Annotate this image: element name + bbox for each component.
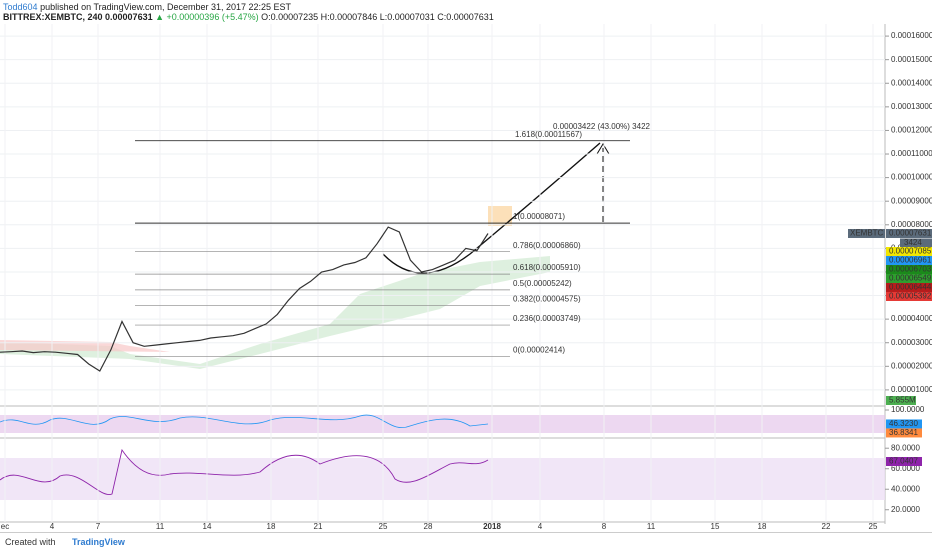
ohlc: O:0.00007235 H:0.00007846 L:0.00007031 C… — [261, 12, 494, 22]
x-tick-label: 25 — [379, 522, 388, 531]
y-tick-label: 0.00016000 — [891, 31, 932, 40]
x-tick-label: 21 — [314, 522, 323, 531]
cloud — [0, 256, 550, 369]
stoch-line — [0, 414, 489, 428]
stoch-band — [0, 415, 885, 433]
y-tick-label: 0.00009000 — [891, 196, 932, 205]
header: Todd604 published on TradingView.com, De… — [0, 0, 932, 24]
fib-label: 1(0.00008071) — [513, 212, 565, 221]
x-tick-label: 28 — [424, 522, 433, 531]
x-tick-label: 4 — [50, 522, 55, 531]
fib-label: 0.236(0.00003749) — [513, 314, 581, 323]
target-box — [488, 206, 512, 226]
indicator-tag — [886, 428, 922, 438]
x-tick-label: 18 — [267, 522, 276, 531]
y-tick-label: 0.00011000 — [891, 149, 932, 158]
fib-label: 1.618(0.00011567) — [515, 130, 582, 139]
price-tag — [886, 282, 932, 292]
y-tick-label: 0.00003000 — [891, 338, 932, 347]
x-tick-label: 22 — [822, 522, 831, 531]
symbol: BITTREX:XEMBTC, 240 — [3, 12, 103, 22]
price-tag — [886, 255, 932, 265]
y-tick-label: 0.00010000 — [891, 173, 932, 182]
price-tag-label: 0.00006703 — [889, 265, 932, 274]
fib-label: 0.5(0.00005242) — [513, 279, 572, 288]
price-line — [0, 226, 489, 372]
created: Created with — [5, 537, 56, 547]
y-tick-label: 80.0000 — [891, 443, 920, 452]
indicator-label: 46.3230 — [889, 419, 918, 428]
header-line: Todd604 published on TradingView.com, De… — [3, 2, 291, 12]
price-tag-label: 0.00006549 — [889, 274, 932, 283]
price-tag — [886, 291, 932, 301]
rsi-band — [0, 458, 885, 500]
footer: Created with TradingView — [0, 532, 932, 551]
indicator-tag — [886, 456, 922, 466]
user[interactable]: Todd604 — [3, 2, 38, 12]
x-tick-label: 25 — [869, 522, 878, 531]
price: 0.00007631 — [105, 12, 153, 22]
indicator-label: 67.0407 — [889, 457, 918, 466]
y-tick-label: 40.0000 — [891, 484, 920, 493]
fib-label: 0(0.00002414) — [513, 346, 565, 355]
published: published on TradingView.com, December 3… — [40, 2, 292, 12]
price-tag — [886, 228, 932, 238]
y-tick-label: 0.00015000 — [891, 55, 932, 64]
countdown-label: 3424 — [904, 238, 922, 247]
brand[interactable]: TradingView — [72, 537, 125, 547]
fib-label: 0.786(0.00006860) — [513, 241, 581, 250]
price-tag-label: 0.00007631 — [889, 229, 932, 238]
x-tick-label: 11 — [156, 522, 165, 531]
y-tick-label: 60.0000 — [891, 464, 920, 473]
symbol-tag — [848, 228, 885, 238]
y-tick-label: 0.00002000 — [891, 361, 932, 370]
price-tag-label: 0.00005392 — [889, 292, 932, 301]
price-tag-label: 0.00006444 — [889, 283, 932, 292]
price-tag — [886, 246, 932, 256]
fib-label: 0.382(0.00004575) — [513, 295, 581, 304]
fib-label: 0.618(0.00005910) — [513, 263, 581, 272]
price-tag-label: 0.00006961 — [889, 256, 932, 265]
x-tick-label: 18 — [758, 522, 767, 531]
indicator-label: 36.8341 — [889, 428, 918, 437]
price-tag — [886, 273, 932, 283]
y-tick-label: 0.00014000 — [891, 78, 932, 87]
y-tick-label: 0.00012000 — [891, 126, 932, 135]
symbol-tag-label: XEMBTC — [850, 229, 884, 238]
measure-label: 0.00003422 (43.00%) 3422 — [553, 122, 651, 131]
volume-tag — [886, 396, 916, 405]
x-tick-label: 4 — [538, 522, 543, 531]
x-tick-label: 14 — [203, 522, 212, 531]
x-tick-label: 7 — [96, 522, 101, 531]
price-tag — [886, 264, 932, 274]
x-tick-label: 2018 — [483, 522, 501, 531]
x-tick-label: ec — [1, 522, 9, 531]
symbol-line: BITTREX:XEMBTC, 240 0.00007631 ▲ +0.0000… — [3, 12, 494, 22]
y-tick-label: 20.0000 — [891, 505, 920, 514]
indicator-tag — [886, 419, 922, 429]
chart: 0.00001000 0.00002000 0.00003000 0.00004000… — [0, 24, 932, 532]
volume-label: 5.855M — [889, 396, 916, 405]
y-tick-label: 0.00008000 — [891, 220, 932, 229]
rsi-line — [0, 448, 489, 495]
countdown-tag — [900, 238, 932, 248]
x-tick-label: 8 — [602, 522, 607, 531]
x-tick-label: 15 — [711, 522, 720, 531]
y-tick-label: 0.00004000 — [891, 314, 932, 323]
arrow-head — [596, 143, 610, 155]
x-tick-label: 11 — [647, 522, 656, 531]
y-tick-label: 100.0000 — [891, 405, 925, 414]
price-tag-label: 0.00007085 — [889, 247, 932, 256]
y-tick-label: 0.00013000 — [891, 102, 932, 111]
y-tick-label: 0.00001000 — [891, 385, 932, 394]
change: ▲ +0.00000396 (+5.47%) — [155, 12, 259, 22]
